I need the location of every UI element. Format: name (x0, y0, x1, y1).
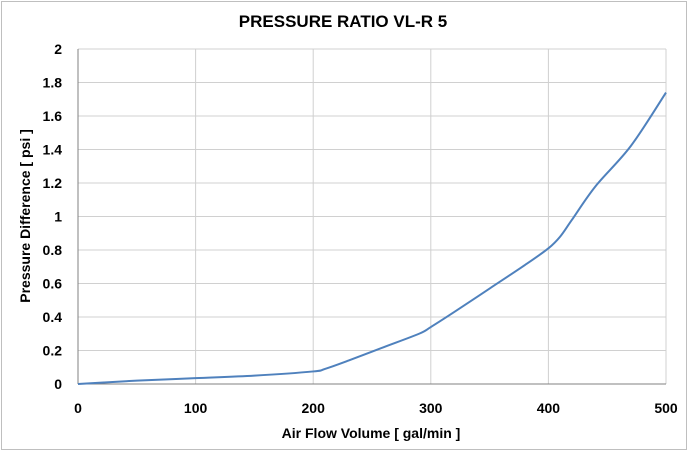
gridlines (78, 48, 667, 384)
y-tick-label: 1.2 (43, 175, 63, 191)
y-tick-label: 0.2 (43, 343, 63, 359)
axes (77, 49, 666, 385)
y-axis-ticks: 0 0.2 0.4 0.6 0.8 1 1.2 1.4 1.6 1.8 2 (43, 41, 63, 392)
series-line (77, 92, 667, 385)
y-tick-label: 1.8 (43, 75, 63, 91)
y-tick-label: 0.4 (43, 309, 63, 325)
y-tick-label: 1.6 (43, 108, 63, 124)
y-tick-label: 1.4 (43, 142, 63, 158)
y-tick-label: 0.8 (43, 242, 63, 258)
y-tick-label: 2 (54, 41, 62, 57)
x-tick-label: 400 (537, 400, 561, 416)
x-tick-label: 300 (419, 400, 443, 416)
y-tick-label: 1 (54, 209, 62, 225)
y-axis-label: Pressure Difference [ psi ] (17, 129, 33, 303)
x-axis-ticks: 0 100 200 300 400 500 (74, 400, 678, 416)
chart-title: PRESSURE RATIO VL-R 5 (239, 12, 447, 31)
series-layer (77, 92, 667, 385)
x-tick-label: 200 (302, 400, 326, 416)
x-tick-label: 100 (184, 400, 208, 416)
x-tick-label: 0 (74, 400, 82, 416)
y-tick-label: 0.6 (43, 276, 63, 292)
x-tick-label: 500 (654, 400, 678, 416)
y-tick-label: 0 (54, 376, 62, 392)
x-axis-label: Air Flow Volume [ gal/min ] (282, 425, 461, 441)
